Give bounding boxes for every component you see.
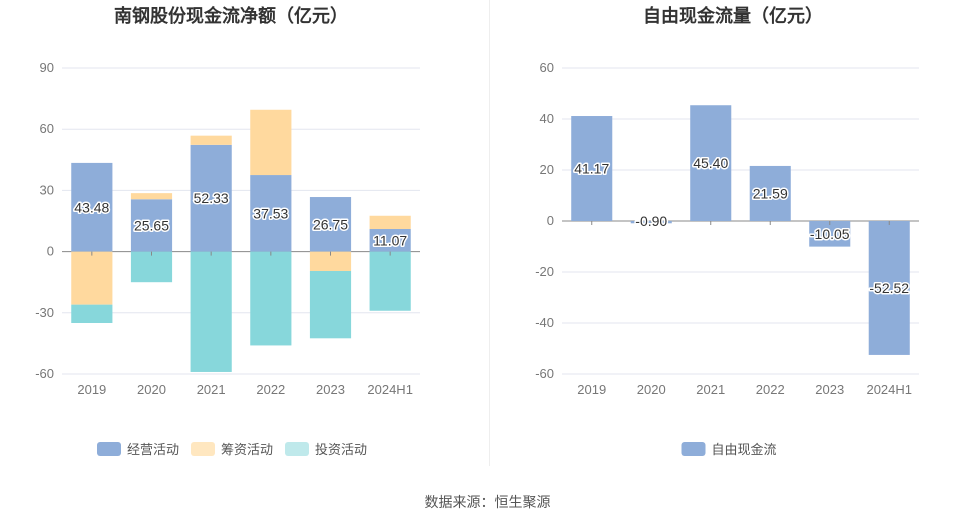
bar-3 [130,251,173,283]
x-tick-label: 2019 [577,382,606,397]
bar-1 [369,229,411,252]
bar-2 [130,193,173,200]
x-tick-label: 2024H1 [367,382,413,397]
x-tick-label: 2023 [316,382,345,397]
bar-2 [309,251,352,271]
data-label: 25.65 [134,217,169,233]
bar-3 [369,251,411,311]
bar-1 [71,162,113,252]
data-label: -0.90 [635,213,667,229]
x-tick-label: 2024H1 [866,382,912,397]
bar-3 [309,270,352,339]
data-label: 52.33 [194,190,229,206]
legend-swatch [191,442,215,456]
panel-divider [489,0,490,466]
x-tick-label: 2020 [637,382,666,397]
y-tick-label: 40 [540,111,554,126]
legend-swatch [285,442,309,456]
x-tick-label: 2019 [77,382,106,397]
bar-2 [71,251,113,305]
data-label: -52.52 [869,280,909,296]
y-tick-label: 60 [40,121,54,136]
y-tick-label: 0 [47,244,54,259]
bar-3 [190,251,232,372]
x-tick-label: 2022 [256,382,285,397]
data-label: 11.07 [373,232,407,248]
y-tick-label: -20 [535,264,554,279]
y-tick-label: 0 [547,213,554,228]
x-tick-label: 2021 [197,382,226,397]
bar-2 [369,215,411,230]
data-label: -10.05 [810,226,850,242]
y-tick-label: -60 [535,366,554,381]
bar-2 [250,109,292,176]
data-label: 26.75 [313,216,348,232]
legend-swatch [97,442,121,456]
data-label: 45.40 [693,155,728,171]
legend-label: 自由现金流 [712,442,777,457]
bar-1 [309,197,352,252]
bar-1 [690,105,732,221]
data-label: 41.17 [574,161,609,177]
x-tick-label: 2022 [756,382,785,397]
y-tick-label: 60 [540,60,554,75]
data-label: 37.53 [253,205,288,221]
legend-swatch [681,442,706,456]
source-note: 数据来源：恒生聚源 [424,494,551,510]
cash-flow-net-chart: 南钢股份现金流净额（亿元） -60 -30 0 30 60 90 2019 2020 2021 20… [35,5,420,457]
y-tick-label: -40 [535,315,554,330]
free-cash-flow-chart: 自由现金流量（亿元） -60 -40 -20 0 20 40 60 2019 2020 2021 20… [535,5,919,457]
bar-2 [190,135,232,145]
y-tick-label: -30 [35,305,54,320]
bar-3 [71,304,113,323]
bar-1 [868,221,910,355]
x-tick-label: 2023 [815,382,844,397]
bar-1 [250,175,292,252]
bar-1 [190,144,232,252]
legend-label: 经营活动 [127,442,179,457]
y-tick-label: 30 [40,182,54,197]
y-tick-label: 20 [540,162,554,177]
bar-1 [809,221,851,247]
bar-1 [571,116,613,221]
x-tick-label: 2020 [137,382,166,397]
chart-title: 自由现金流量（亿元） [643,5,823,26]
x-tick-label: 2021 [696,382,725,397]
chart-title: 南钢股份现金流净额（亿元） [114,5,348,26]
y-tick-label: -60 [35,366,54,381]
y-tick-label: 90 [40,60,54,75]
data-label: 21.59 [753,185,788,201]
bar-1 [749,165,791,221]
bar-1 [130,199,173,252]
data-label: 43.48 [74,199,109,215]
legend-label: 筹资活动 [221,442,273,457]
legend-label: 投资活动 [315,442,367,457]
bar-3 [250,251,292,346]
